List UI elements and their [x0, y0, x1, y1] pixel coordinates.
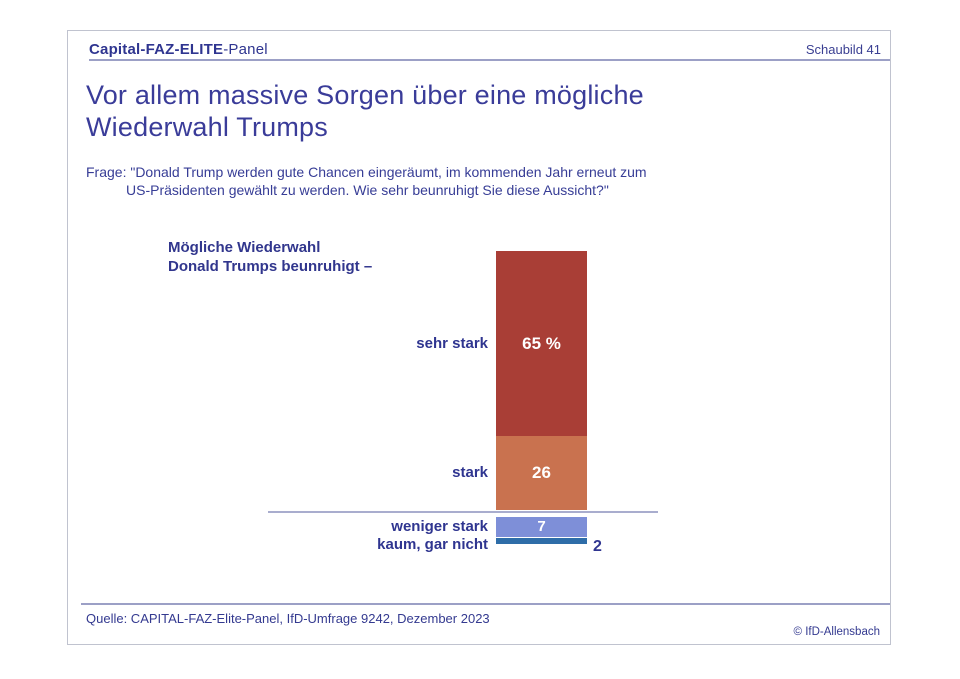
slide-number-label: Schaubild 41 — [805, 42, 881, 57]
survey-question-line1: Frage: "Donald Trump werden gute Chancen… — [86, 164, 647, 180]
brand-title-suffix: -Panel — [223, 41, 268, 58]
category-label-sehr-stark: sehr stark — [416, 335, 488, 352]
category-label-weniger-stark: weniger stark — [391, 518, 488, 535]
chart-baseline — [268, 511, 658, 513]
chart-caption: Mögliche Wiederwahl Donald Trumps beunru… — [168, 238, 372, 276]
bar-segment-stark — [496, 436, 587, 510]
brand-title-bold: Capital-FAZ-ELITE — [89, 41, 224, 58]
chart-caption-line2: Donald Trumps beunruhigt – — [168, 258, 373, 275]
survey-question-line2: US-Präsidenten gewählt zu werden. Wie se… — [126, 182, 609, 198]
survey-question: Frage: "Donald Trump werden gute Chancen… — [86, 163, 647, 199]
brand-title: Capital-FAZ-ELITE-Panel — [89, 41, 268, 58]
bar-segment-sehr-stark — [496, 251, 587, 436]
page-title: Vor allem massive Sorgen über eine mögli… — [86, 79, 644, 143]
value-label-sehr-stark: 65 % — [522, 334, 561, 353]
copyright-note: © IfD-Allensbach — [793, 626, 880, 638]
value-label-stark: 26 — [532, 463, 551, 482]
chart-caption-line1: Mögliche Wiederwahl — [168, 239, 321, 256]
source-note: Quelle: CAPITAL-FAZ-Elite-Panel, IfD-Umf… — [86, 611, 490, 626]
stacked-bar-chart: Mögliche Wiederwahl Donald Trumps beunru… — [68, 31, 890, 644]
bar-segment-weniger-stark — [496, 517, 587, 537]
category-label-stark: stark — [452, 464, 488, 481]
page-title-line2: Wiederwahl Trumps — [86, 112, 328, 142]
footer-divider — [81, 603, 890, 605]
slide: Capital-FAZ-ELITE-Panel Schaubild 41 Vor… — [67, 30, 891, 645]
bar-segment-kaum-gar-nicht — [496, 538, 587, 544]
header: Capital-FAZ-ELITE-Panel Schaubild 41 — [89, 39, 890, 61]
value-label-weniger-stark: 7 — [537, 518, 546, 535]
page-title-line1: Vor allem massive Sorgen über eine mögli… — [86, 80, 644, 110]
value-label-kaum-gar-nicht: 2 — [593, 538, 602, 555]
category-label-kaum-gar-nicht: kaum, gar nicht — [377, 536, 488, 553]
